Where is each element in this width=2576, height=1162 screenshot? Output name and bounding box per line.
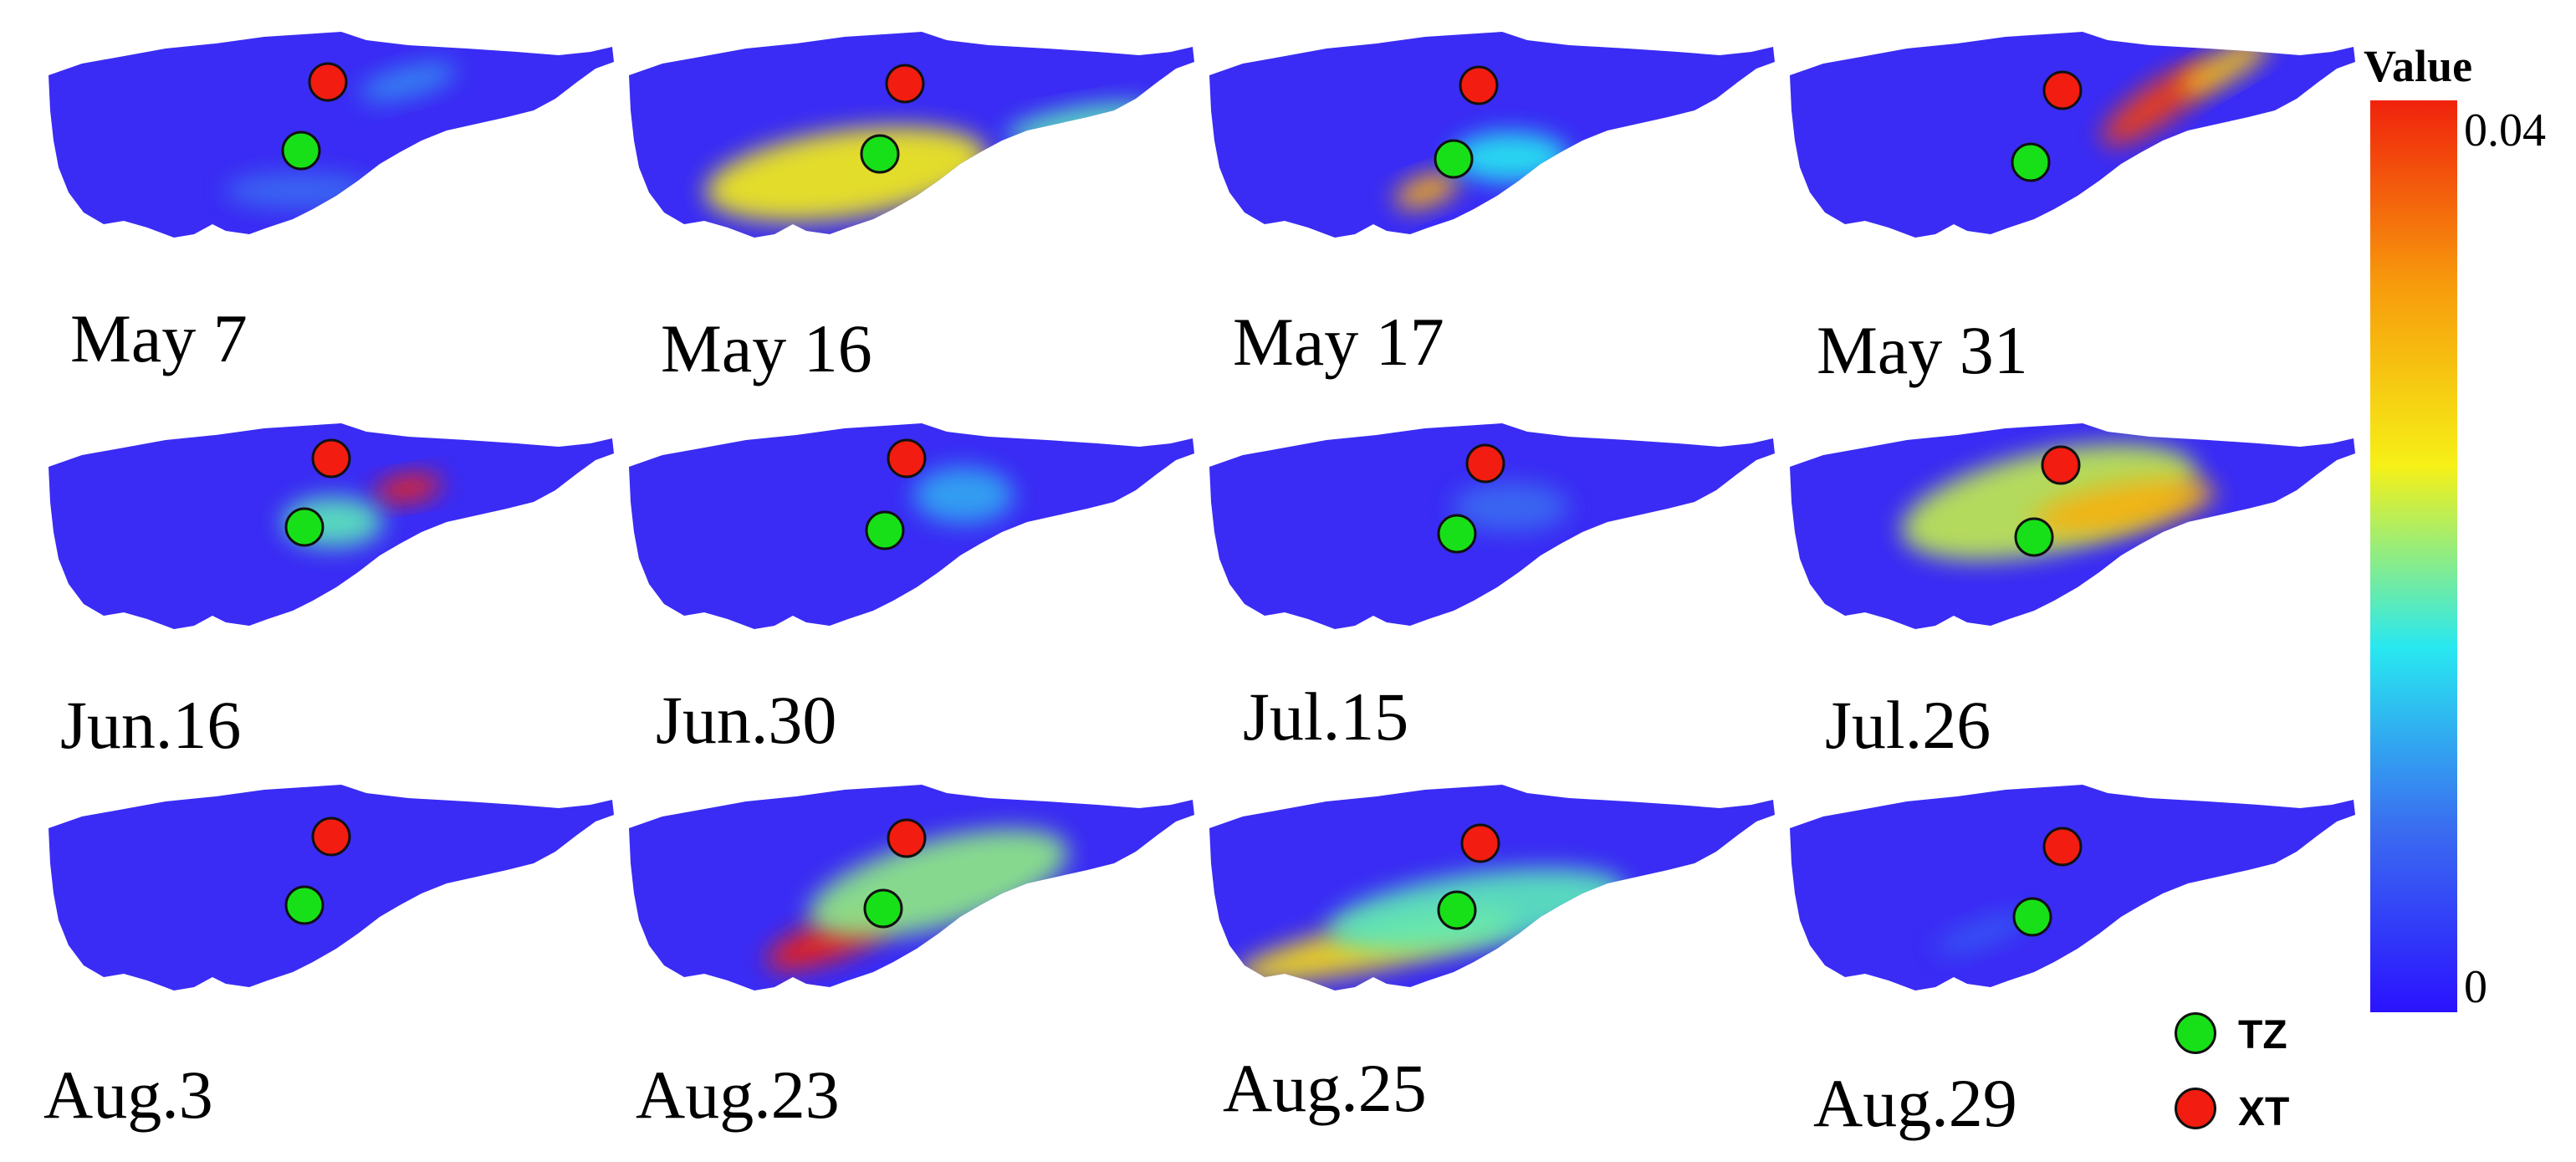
legend-label-tz: TZ [2238,1013,2287,1057]
map-panel [629,423,1194,629]
xt-marker-icon [308,62,348,102]
hotspot [1452,482,1569,532]
map-panel [629,32,1194,238]
tz-marker-icon [284,885,325,925]
map-panel [1790,423,2355,629]
xt-marker-icon [311,438,351,479]
legend-label-xt: XT [2238,1090,2290,1134]
date-label-aug23: Aug.23 [636,1057,840,1133]
xt-marker-icon [2041,445,2081,485]
tz-marker-icon [284,507,325,547]
date-label-aug25: Aug.25 [1223,1050,1427,1126]
xt-marker-icon [1459,65,1499,105]
xt-marker-icon [2042,827,2083,867]
date-label-may31: May 31 [1817,312,2028,388]
xt-marker-icon [887,818,927,858]
tz-marker-icon [1434,139,1474,179]
xt-marker-icon [887,438,927,479]
tz-marker-icon [865,510,905,550]
tz-marker-icon [860,134,900,174]
xt-marker-icon [1460,823,1500,863]
tz-marker-icon [1437,514,1477,554]
date-label-jul26: Jul.26 [1825,687,1991,763]
colorbar-min-label: 0 [2464,961,2487,1013]
date-label-may16: May 16 [661,310,872,386]
tz-marker-icon [281,131,321,171]
map-panel [49,785,614,991]
colorbar-title: Value [2364,41,2473,91]
hotspot [2180,38,2269,95]
region-outline [1790,32,2355,238]
date-label-jun30: Jun.30 [656,682,837,758]
map-panel [1209,423,1775,629]
hotspot [2033,479,2216,535]
hotspot [375,474,442,504]
region-outline [1790,785,2355,991]
tz-marker-icon [2014,517,2054,557]
xt-marker-icon [885,64,925,104]
tz-marker-icon [1437,890,1477,930]
map-panel [629,785,1194,991]
date-label-aug3: Aug.3 [43,1057,213,1133]
date-label-may7: May 7 [70,300,248,376]
map-panel [1209,785,1775,991]
xt-marker-icon [2042,70,2083,110]
date-label-jul15: Jul.15 [1243,678,1409,755]
hotspot [224,172,375,209]
tz-marker-icon [863,888,903,929]
colorbar [2370,100,2457,1012]
map-panel [1790,785,2355,991]
map-panel [49,32,614,238]
date-label-jun16: Jun.16 [60,687,242,763]
hotspot [359,62,457,102]
region-outline [49,785,614,991]
hotspot [1935,912,2030,955]
date-label-may17: May 17 [1233,304,1444,380]
xt-marker-icon [311,816,351,857]
region-outline [629,423,1194,629]
colorbar-max-label: 0.04 [2464,105,2546,156]
hotspot [913,467,1014,524]
xt-marker-icon [1465,443,1505,484]
tz-marker-icon [2011,142,2051,182]
xt-marker-icon [2175,1088,2216,1129]
date-label-aug29: Aug.29 [1813,1065,2017,1141]
map-panel [1209,32,1775,238]
map-panel [1790,32,2355,238]
hotspot [1394,172,1459,209]
tz-marker-icon [2012,897,2052,937]
region-outline [49,32,614,238]
map-panel [49,423,614,629]
tz-marker-icon [2175,1012,2216,1054]
hotspot [1901,443,2197,561]
